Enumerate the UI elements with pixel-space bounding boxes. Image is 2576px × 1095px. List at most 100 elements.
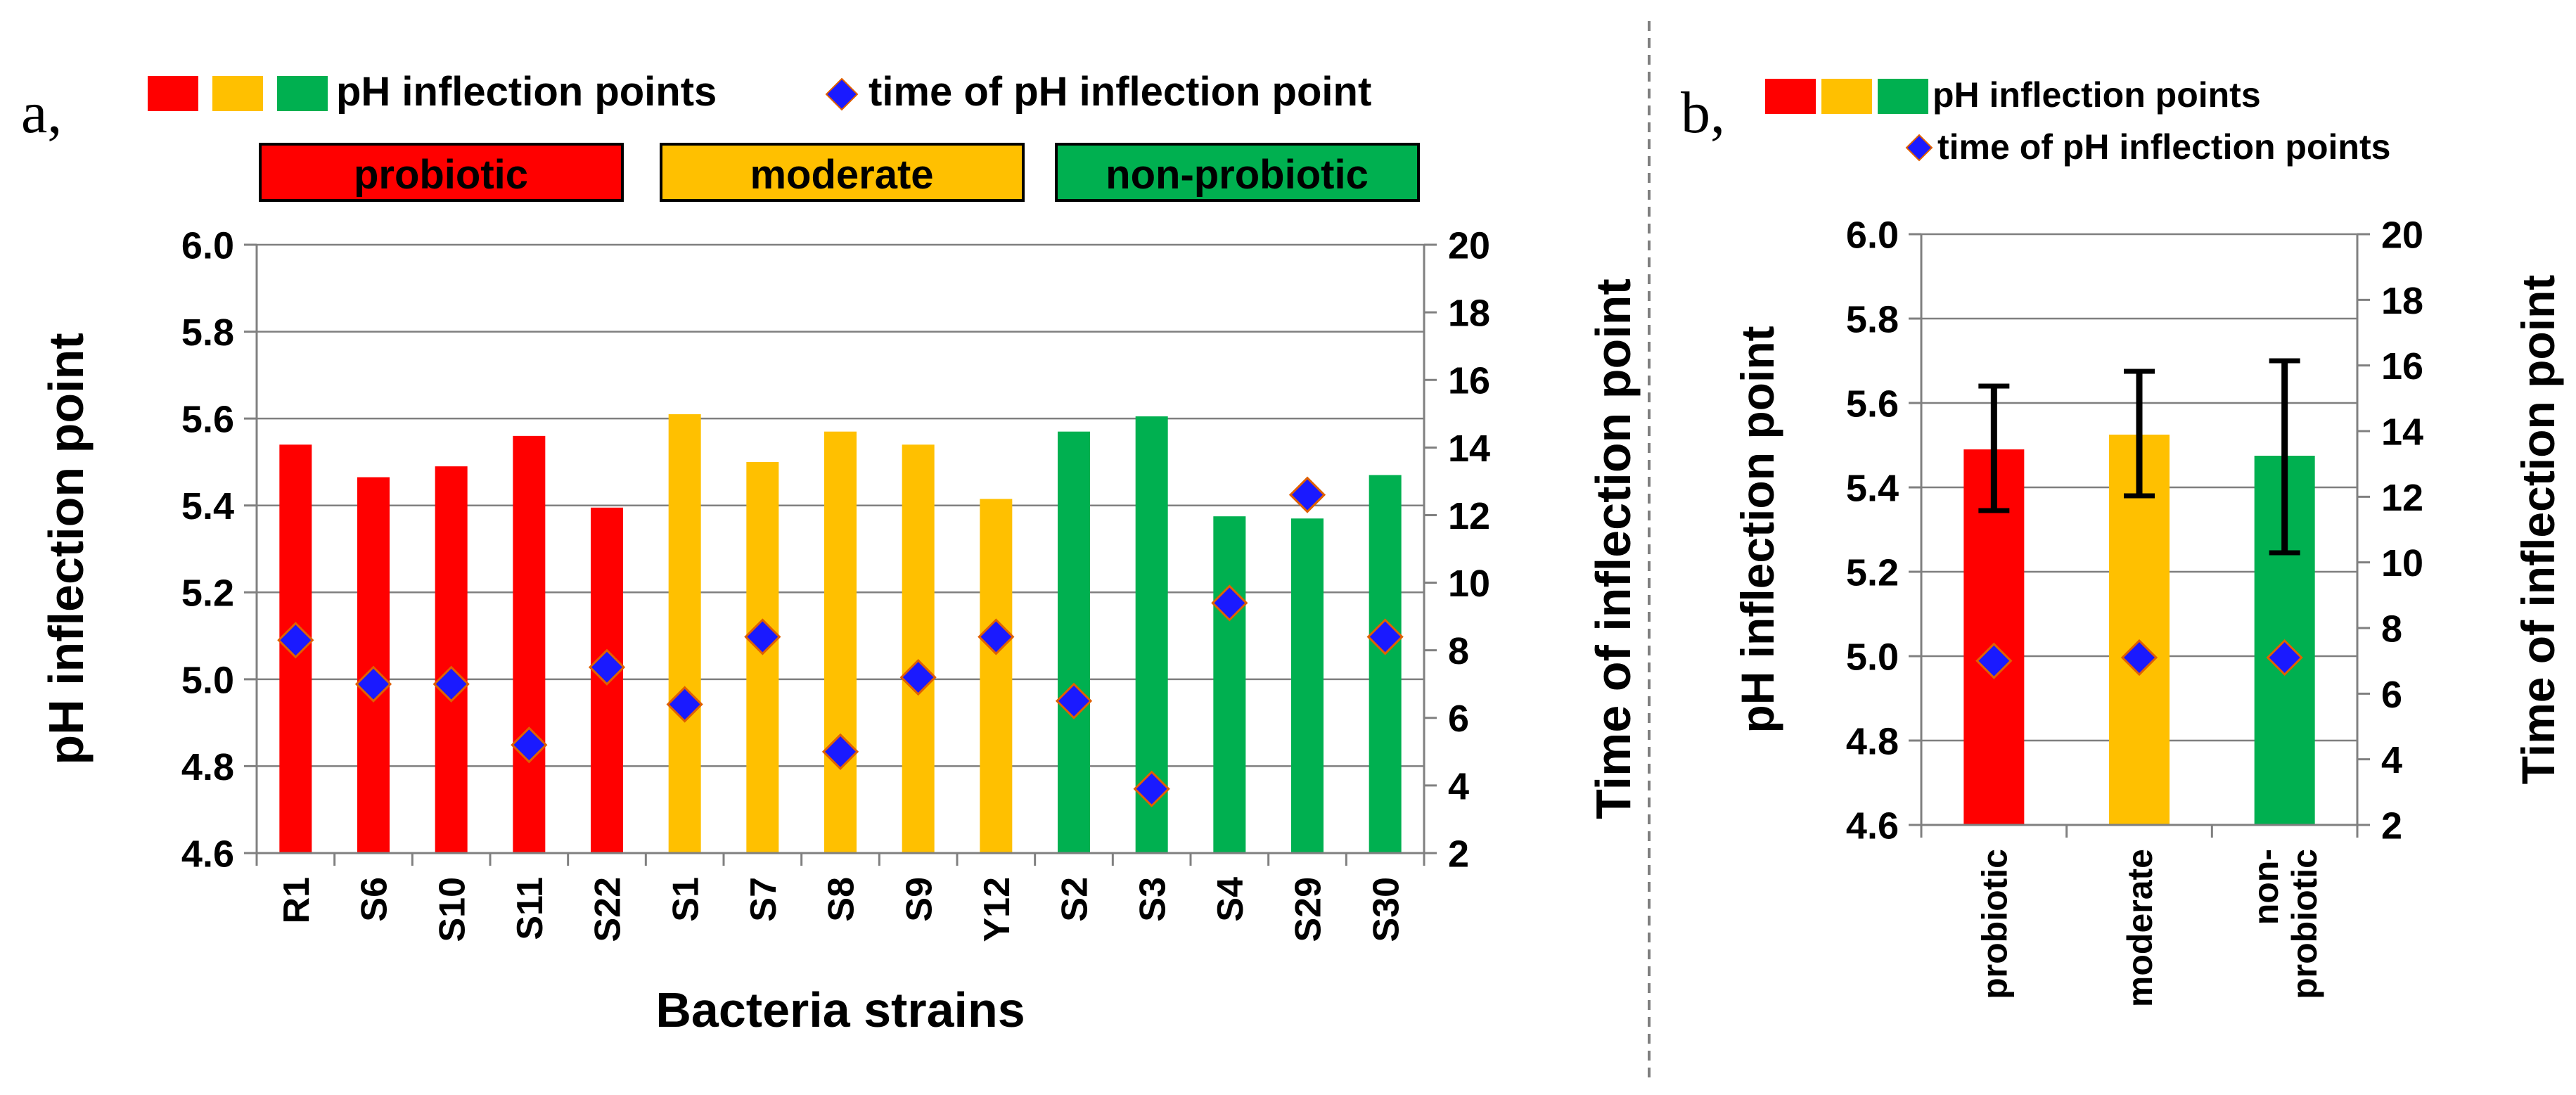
- panel-a-label: a,: [21, 80, 62, 146]
- y2-axis-title: Time of inflection point: [1586, 278, 1641, 819]
- x-tick-label-S30: S30: [1366, 877, 1406, 942]
- panel-a-group-labels: probiotic moderate non-probiotic: [259, 143, 1420, 202]
- x-tick-label-S11: S11: [510, 877, 551, 940]
- y-tick-label: 5.2: [181, 572, 234, 615]
- bar-S30: [1369, 475, 1402, 853]
- y-tick-label: 5.0: [1846, 636, 1899, 678]
- marker-S4: [1211, 584, 1248, 622]
- bar-S1: [668, 414, 701, 853]
- y2-tick-label: 14: [1448, 428, 1490, 470]
- marker-S8: [821, 733, 859, 770]
- bar-S6: [357, 477, 390, 853]
- x-tick-label-S1: S1: [665, 877, 706, 922]
- bar-moderate: [2109, 435, 2170, 825]
- x-axis-title: Bacteria strains: [655, 982, 1025, 1037]
- y2-tick-label: 12: [2381, 477, 2423, 519]
- legend-b-marker-label: time of pH inflection points: [1937, 127, 2390, 167]
- y2-axis-title: Time of inflection point: [2512, 275, 2564, 785]
- legend-b-marker-diamond-icon: [1905, 134, 1933, 162]
- legend-marker-label: time of pH inflection point: [869, 69, 1371, 115]
- y-tick-label: 4.6: [181, 833, 234, 875]
- legend-b-swatch-probiotic: [1765, 79, 1816, 114]
- group-box-probiotic: [259, 143, 624, 202]
- marker-S2: [1055, 682, 1093, 719]
- y2-tick-label: 6: [2381, 674, 2402, 716]
- group-label-non-probiotic: non-probiotic: [1106, 152, 1369, 198]
- marker-S1: [666, 686, 703, 723]
- marker-Y12: [978, 618, 1015, 655]
- y2-tick-label: 16: [2381, 345, 2423, 388]
- x-tick-label-S8: S8: [821, 877, 862, 922]
- x-tick-label-non-probiotic: non-probiotic: [2246, 849, 2324, 999]
- legend-swatch-probiotic: [148, 76, 198, 111]
- y-tick-label: 5.8: [1846, 298, 1899, 340]
- y2-tick-label: 20: [1448, 224, 1490, 267]
- y-tick-label: 5.6: [181, 399, 234, 441]
- marker-S6: [354, 665, 392, 703]
- x-tick-label-S29: S29: [1288, 877, 1329, 942]
- marker-S3: [1133, 770, 1170, 807]
- x-tick-label-line: non-: [2246, 849, 2286, 925]
- x-tick-label-moderate: moderate: [2120, 849, 2160, 1007]
- x-tick-label-R1: R1: [276, 877, 317, 923]
- marker-S22: [588, 648, 626, 686]
- y2-tick-label: 4: [2381, 739, 2402, 781]
- legend-b-swatch-non-probiotic: [1878, 79, 1928, 114]
- marker-probiotic: [1975, 642, 2013, 679]
- bar-S10: [435, 466, 468, 853]
- x-tick-label-probiotic: probiotic: [1975, 849, 2014, 999]
- y-tick-label: 5.0: [181, 659, 234, 701]
- x-tick-label-S7: S7: [743, 877, 784, 922]
- marker-S29: [1288, 476, 1326, 513]
- x-tick-label-S22: S22: [588, 877, 629, 942]
- panel-b-legend: pH inflection points time of pH inflecti…: [1765, 75, 2390, 167]
- marker-S9: [899, 658, 937, 696]
- marker-moderate: [2120, 639, 2158, 677]
- legend-b-swatch-moderate: [1821, 79, 1872, 114]
- marker-S10: [432, 665, 470, 703]
- bar-S11: [513, 435, 546, 853]
- bar-S29: [1291, 518, 1324, 853]
- group-box-non-probiotic: [1055, 143, 1420, 202]
- panel-b-label: b,: [1681, 80, 1725, 146]
- y2-tick-label: 20: [2381, 214, 2423, 256]
- y-axis-title: pH inflection point: [1731, 326, 1783, 733]
- x-tick-label-S4: S4: [1210, 877, 1251, 922]
- marker-S7: [744, 618, 781, 655]
- y-tick-label: 5.2: [1846, 551, 1899, 594]
- x-tick-label-S2: S2: [1055, 877, 1096, 922]
- y-tick-label: 5.8: [181, 312, 234, 354]
- bar-Y12: [980, 499, 1013, 853]
- legend-b-bars-label: pH inflection points: [1933, 75, 2261, 115]
- marker-non-probiotic: [2266, 639, 2303, 677]
- chart-a: 4.6 4.8 5.0 5.2 5.4 5.6 5.8 6.0 2 4 6 8 10 12 14 16 18 20…: [39, 224, 1641, 1037]
- y2-tick-label: 4: [1448, 765, 1469, 807]
- x-tick-label-S10: S10: [432, 877, 473, 942]
- y-tick-label: 5.6: [1846, 383, 1899, 425]
- y-tick-label: 4.8: [181, 746, 234, 788]
- x-tick-label-Y12: Y12: [977, 877, 1018, 942]
- chart-b: 4.6 4.8 5.0 5.2 5.4 5.6 5.8 6.0 2 4 6 8 10 12 14 16 18 20…: [1731, 214, 2564, 1007]
- bar-S7: [746, 461, 779, 853]
- y2-tick-label: 10: [1448, 563, 1490, 605]
- x-tick-label-S9: S9: [899, 877, 940, 922]
- group-box-moderate: [660, 143, 1025, 202]
- bar-S9: [902, 444, 935, 853]
- y-tick-label: 5.4: [1846, 467, 1899, 509]
- legend-bars-label: pH inflection points: [336, 69, 717, 115]
- group-label-probiotic: probiotic: [354, 152, 528, 198]
- y2-tick-label: 18: [2381, 280, 2423, 322]
- y2-tick-label: 12: [1448, 495, 1490, 537]
- marker-S11: [511, 726, 548, 764]
- y-tick-label: 4.6: [1846, 805, 1899, 847]
- legend-swatch-non-probiotic: [277, 76, 328, 111]
- y2-tick-label: 16: [1448, 360, 1490, 402]
- y2-tick-label: 2: [1448, 833, 1469, 875]
- marker-R1: [277, 622, 314, 659]
- y2-tick-label: 8: [2381, 608, 2402, 650]
- bar-S8: [824, 431, 857, 853]
- y-tick-label: 4.8: [1846, 720, 1899, 762]
- y2-tick-label: 2: [2381, 805, 2402, 847]
- legend-swatch-moderate: [212, 76, 263, 111]
